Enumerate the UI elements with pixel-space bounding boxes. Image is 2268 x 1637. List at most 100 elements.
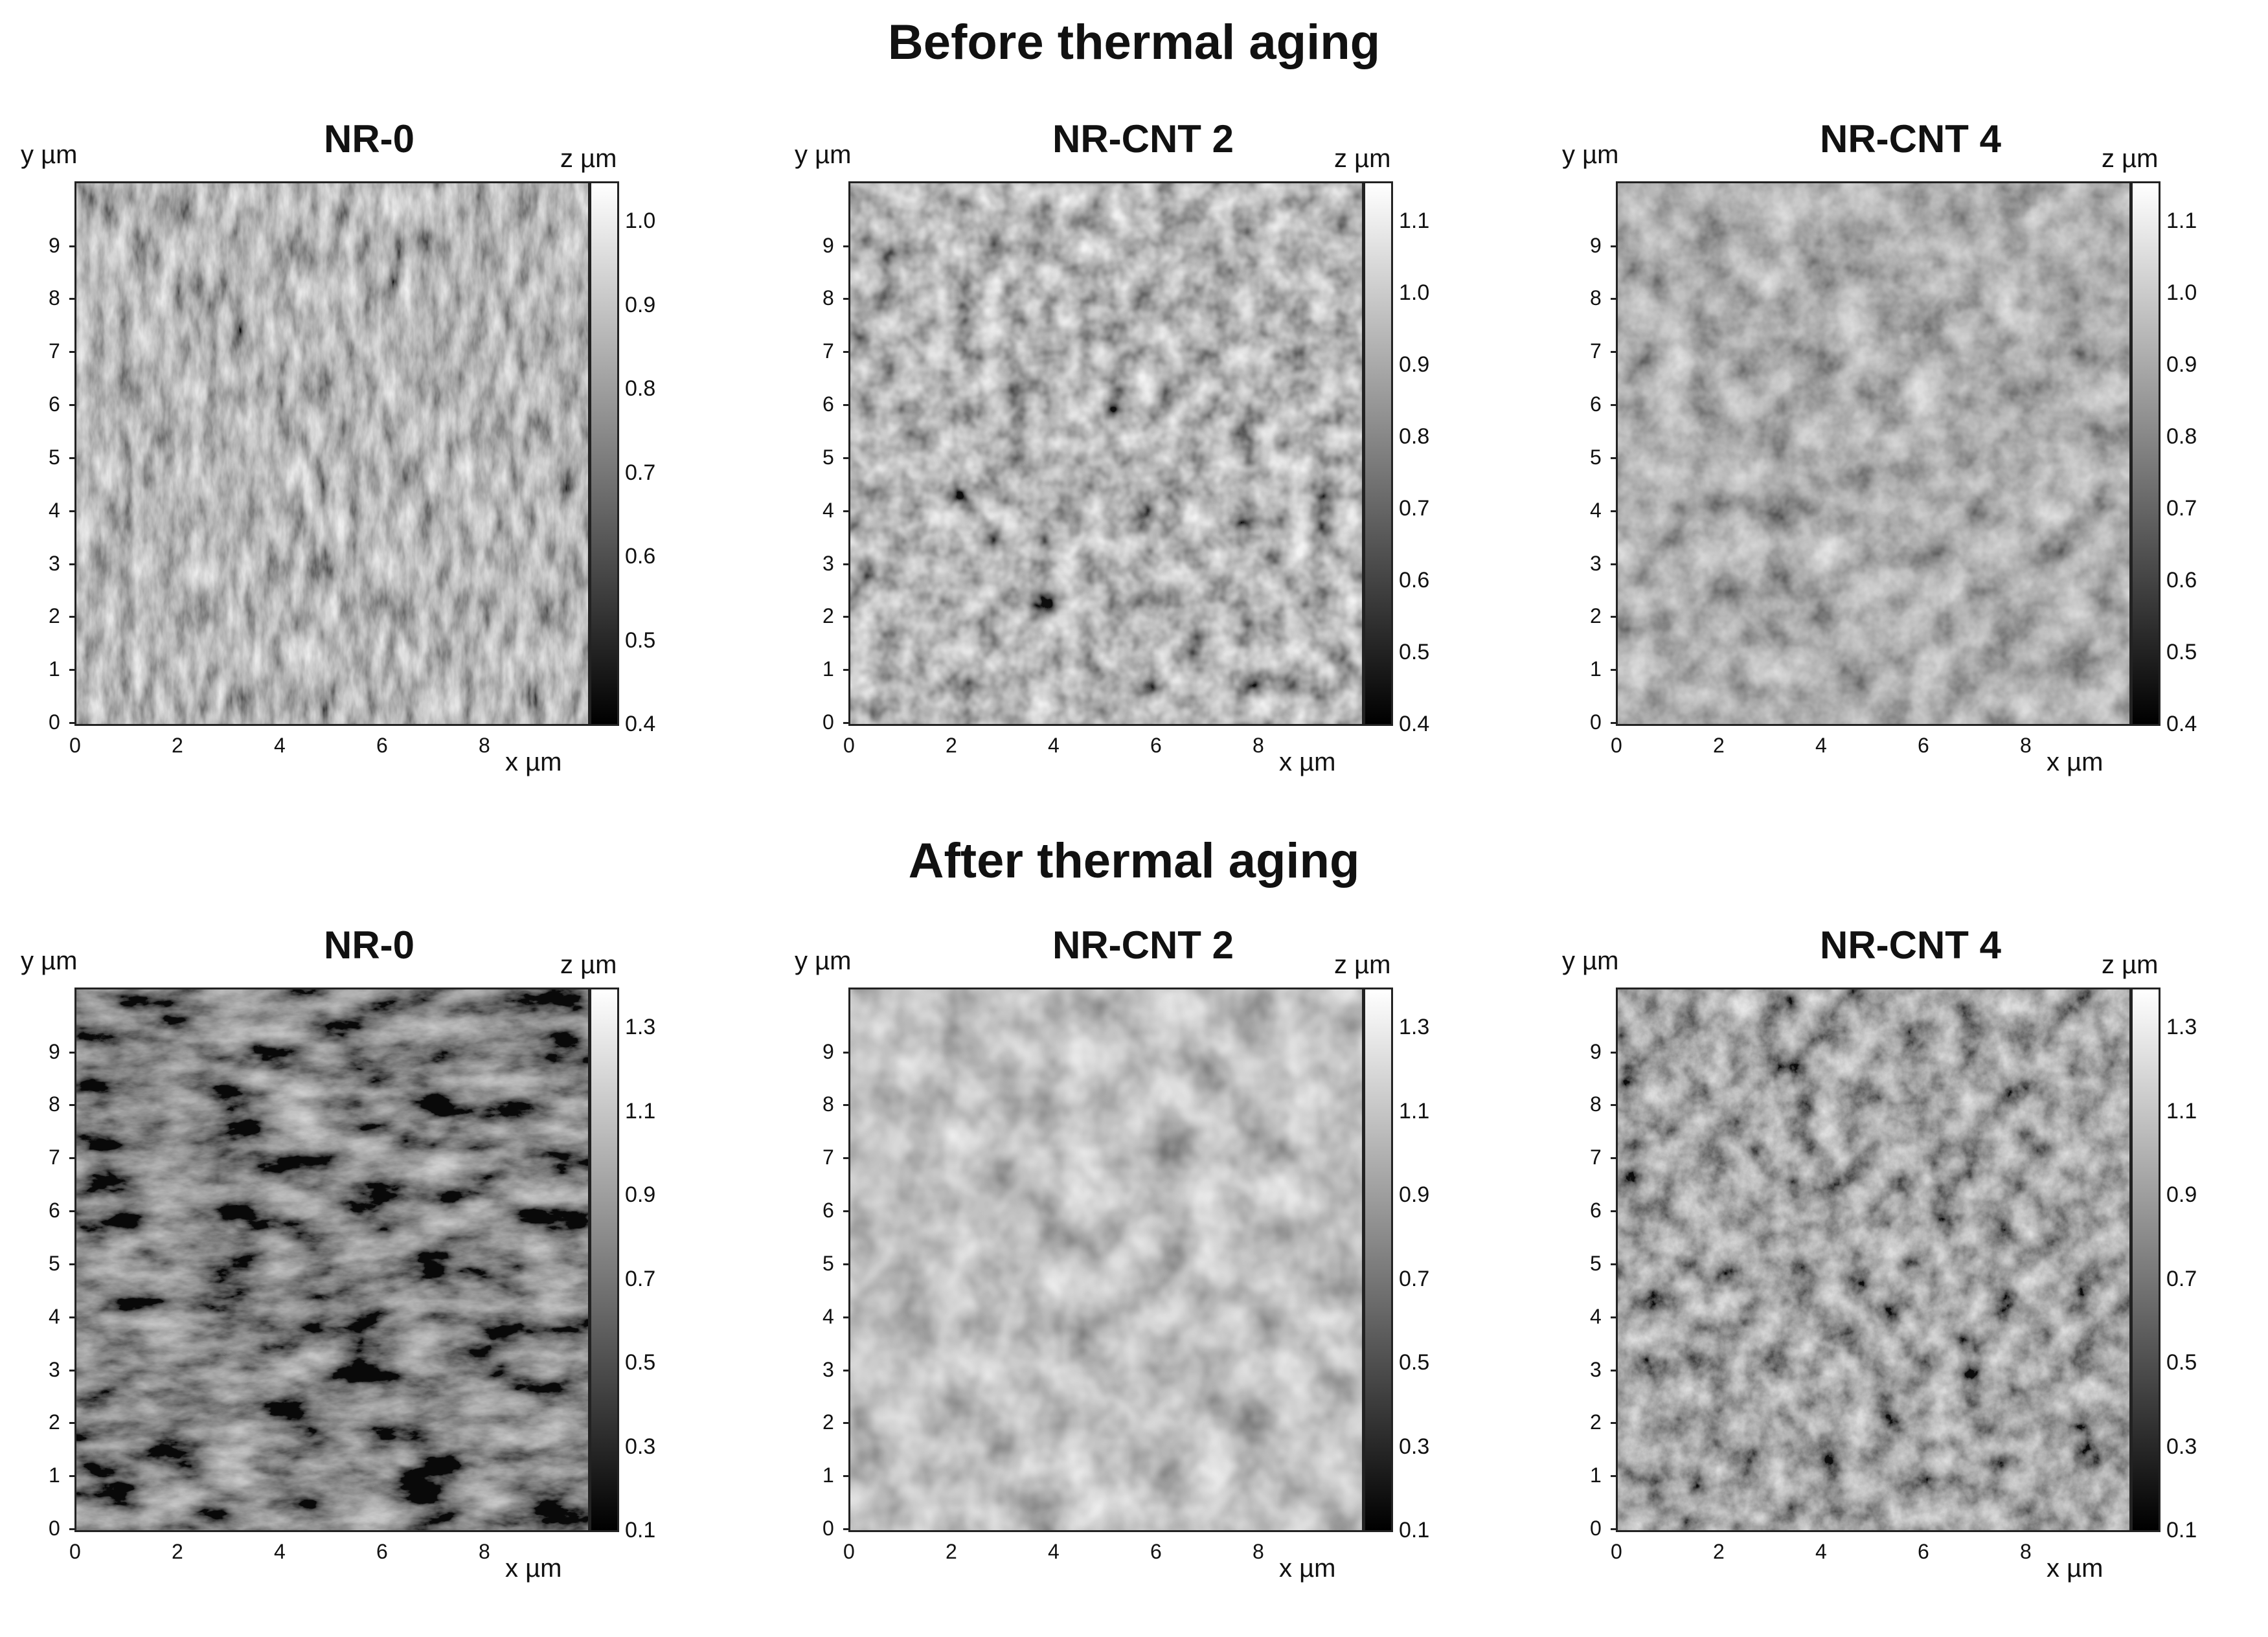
colorbar-tick-label: 0.7 <box>1399 1266 1430 1291</box>
y-tick-mark <box>1611 1210 1616 1213</box>
colorbar-tick-label: 1.3 <box>2166 1015 2197 1040</box>
z-axis-label: z µm <box>560 951 617 979</box>
colorbar-tick-label: 0.7 <box>2166 1266 2197 1291</box>
y-tick-mark <box>1611 404 1616 407</box>
afm-height-image <box>74 988 590 1532</box>
y-tick-mark <box>843 245 848 247</box>
y-tick-label: 6 <box>49 1199 60 1223</box>
y-axis-label: y µm <box>795 947 852 975</box>
y-tick-mark <box>1611 1316 1616 1318</box>
y-tick-label: 8 <box>49 286 60 310</box>
y-tick-label: 6 <box>49 392 60 416</box>
y-tick-label: 2 <box>822 604 834 628</box>
y-tick-mark <box>69 669 74 672</box>
y-tick-mark <box>843 1316 848 1318</box>
y-tick-label: 5 <box>49 1251 60 1275</box>
colorbar-tick-label: 0.9 <box>2166 1182 2197 1208</box>
y-tick-mark <box>843 1210 848 1213</box>
x-tick-label: 6 <box>1918 734 1929 757</box>
y-tick-label: 2 <box>1590 604 1602 628</box>
afm-height-image <box>1616 181 2131 726</box>
y-tick-label: 4 <box>1590 1304 1602 1328</box>
colorbar-tick-label: 1.3 <box>625 1015 656 1040</box>
y-tick-mark <box>843 616 848 618</box>
x-axis-label: x µm <box>2047 748 2104 776</box>
y-tick-mark <box>69 245 74 247</box>
y-tick-mark <box>69 404 74 407</box>
y-tick-label: 7 <box>1590 1146 1602 1169</box>
y-tick-label: 4 <box>822 498 834 522</box>
x-axis-label: x µm <box>505 1554 562 1583</box>
y-tick-label: 2 <box>49 1410 60 1434</box>
z-axis-label: z µm <box>2102 951 2159 979</box>
y-tick-mark <box>1611 298 1616 300</box>
y-tick-mark <box>843 669 848 672</box>
y-tick-label: 1 <box>1590 1463 1602 1487</box>
y-tick-label: 7 <box>822 1146 834 1169</box>
y-tick-mark <box>69 1210 74 1213</box>
y-tick-label: 6 <box>822 392 834 416</box>
afm-texture <box>850 989 1362 1530</box>
y-axis-label: y µm <box>795 141 852 169</box>
y-axis-label: y µm <box>1562 141 1619 169</box>
x-tick-label: 4 <box>1048 734 1060 757</box>
y-tick-label: 7 <box>1590 339 1602 363</box>
x-axis-label: x µm <box>505 748 562 776</box>
y-tick-label: 1 <box>1590 657 1602 681</box>
y-tick-label: 6 <box>822 1199 834 1223</box>
x-tick-label: 0 <box>1611 734 1622 757</box>
y-tick-label: 3 <box>822 551 834 575</box>
title-after: After thermal aging <box>908 833 1360 888</box>
colorbar-tick-label: 0.9 <box>1399 1182 1430 1208</box>
y-tick-mark <box>69 1051 74 1054</box>
colorbar-tick-label: 1.1 <box>625 1098 656 1123</box>
panel-title: NR-CNT 4 <box>1820 923 2001 967</box>
y-tick-label: 7 <box>49 1146 60 1169</box>
colorbar-tick-label: 1.1 <box>2166 1098 2197 1123</box>
y-tick-label: 9 <box>822 233 834 257</box>
colorbar-tick-label: 1.0 <box>625 209 656 234</box>
y-tick-mark <box>1611 1369 1616 1372</box>
y-tick-mark <box>843 1528 848 1530</box>
colorbar-tick-label: 1.3 <box>1399 1015 1430 1040</box>
y-tick-label: 8 <box>1590 1092 1602 1116</box>
colorbar-tick-label: 0.6 <box>2166 568 2197 593</box>
colorbar-tick-label: 0.4 <box>2166 712 2197 736</box>
colorbar-tick-label: 0.8 <box>2166 424 2197 449</box>
x-tick-label: 2 <box>172 1540 183 1563</box>
y-tick-mark <box>69 722 74 724</box>
x-tick-label: 8 <box>1253 734 1264 757</box>
y-tick-label: 1 <box>822 1463 834 1487</box>
y-axis-label: y µm <box>1562 947 1619 975</box>
y-tick-mark <box>69 510 74 512</box>
y-tick-mark <box>69 616 74 618</box>
y-tick-mark <box>1611 510 1616 512</box>
y-tick-label: 9 <box>822 1039 834 1063</box>
y-tick-label: 2 <box>49 604 60 628</box>
colorbar <box>589 988 619 1532</box>
y-tick-label: 1 <box>49 1463 60 1487</box>
colorbar <box>1363 988 1393 1532</box>
colorbar-tick-label: 1.0 <box>2166 280 2197 306</box>
panel-title: NR-0 <box>323 117 414 161</box>
x-tick-label: 8 <box>479 734 490 757</box>
y-tick-label: 8 <box>1590 286 1602 310</box>
y-tick-mark <box>843 404 848 407</box>
afm-panel-after-nr-cnt-4: NR-CNT 4 y µm z µm 0 1 2 3 4 5 6 7 8 9 0 2 4 6 8 x µm 1.3 1.… <box>1561 926 2268 1586</box>
y-tick-mark <box>1611 616 1616 618</box>
y-tick-mark <box>1611 351 1616 354</box>
y-axis-label: y µm <box>21 141 78 169</box>
colorbar-tick-label: 0.1 <box>625 1518 656 1542</box>
x-axis-label: x µm <box>2047 1554 2104 1583</box>
y-tick-mark <box>69 1528 74 1530</box>
colorbar-tick-label: 0.5 <box>2166 640 2197 665</box>
colorbar-tick-label: 1.0 <box>1399 280 1430 306</box>
afm-height-image <box>1616 988 2131 1532</box>
y-tick-label: 0 <box>49 710 60 734</box>
y-tick-label: 3 <box>49 1357 60 1381</box>
x-tick-label: 6 <box>1150 734 1162 757</box>
y-tick-label: 9 <box>1590 1039 1602 1063</box>
y-tick-label: 3 <box>822 1357 834 1381</box>
x-axis-label: x µm <box>1279 1554 1336 1583</box>
x-tick-label: 0 <box>69 1540 81 1563</box>
